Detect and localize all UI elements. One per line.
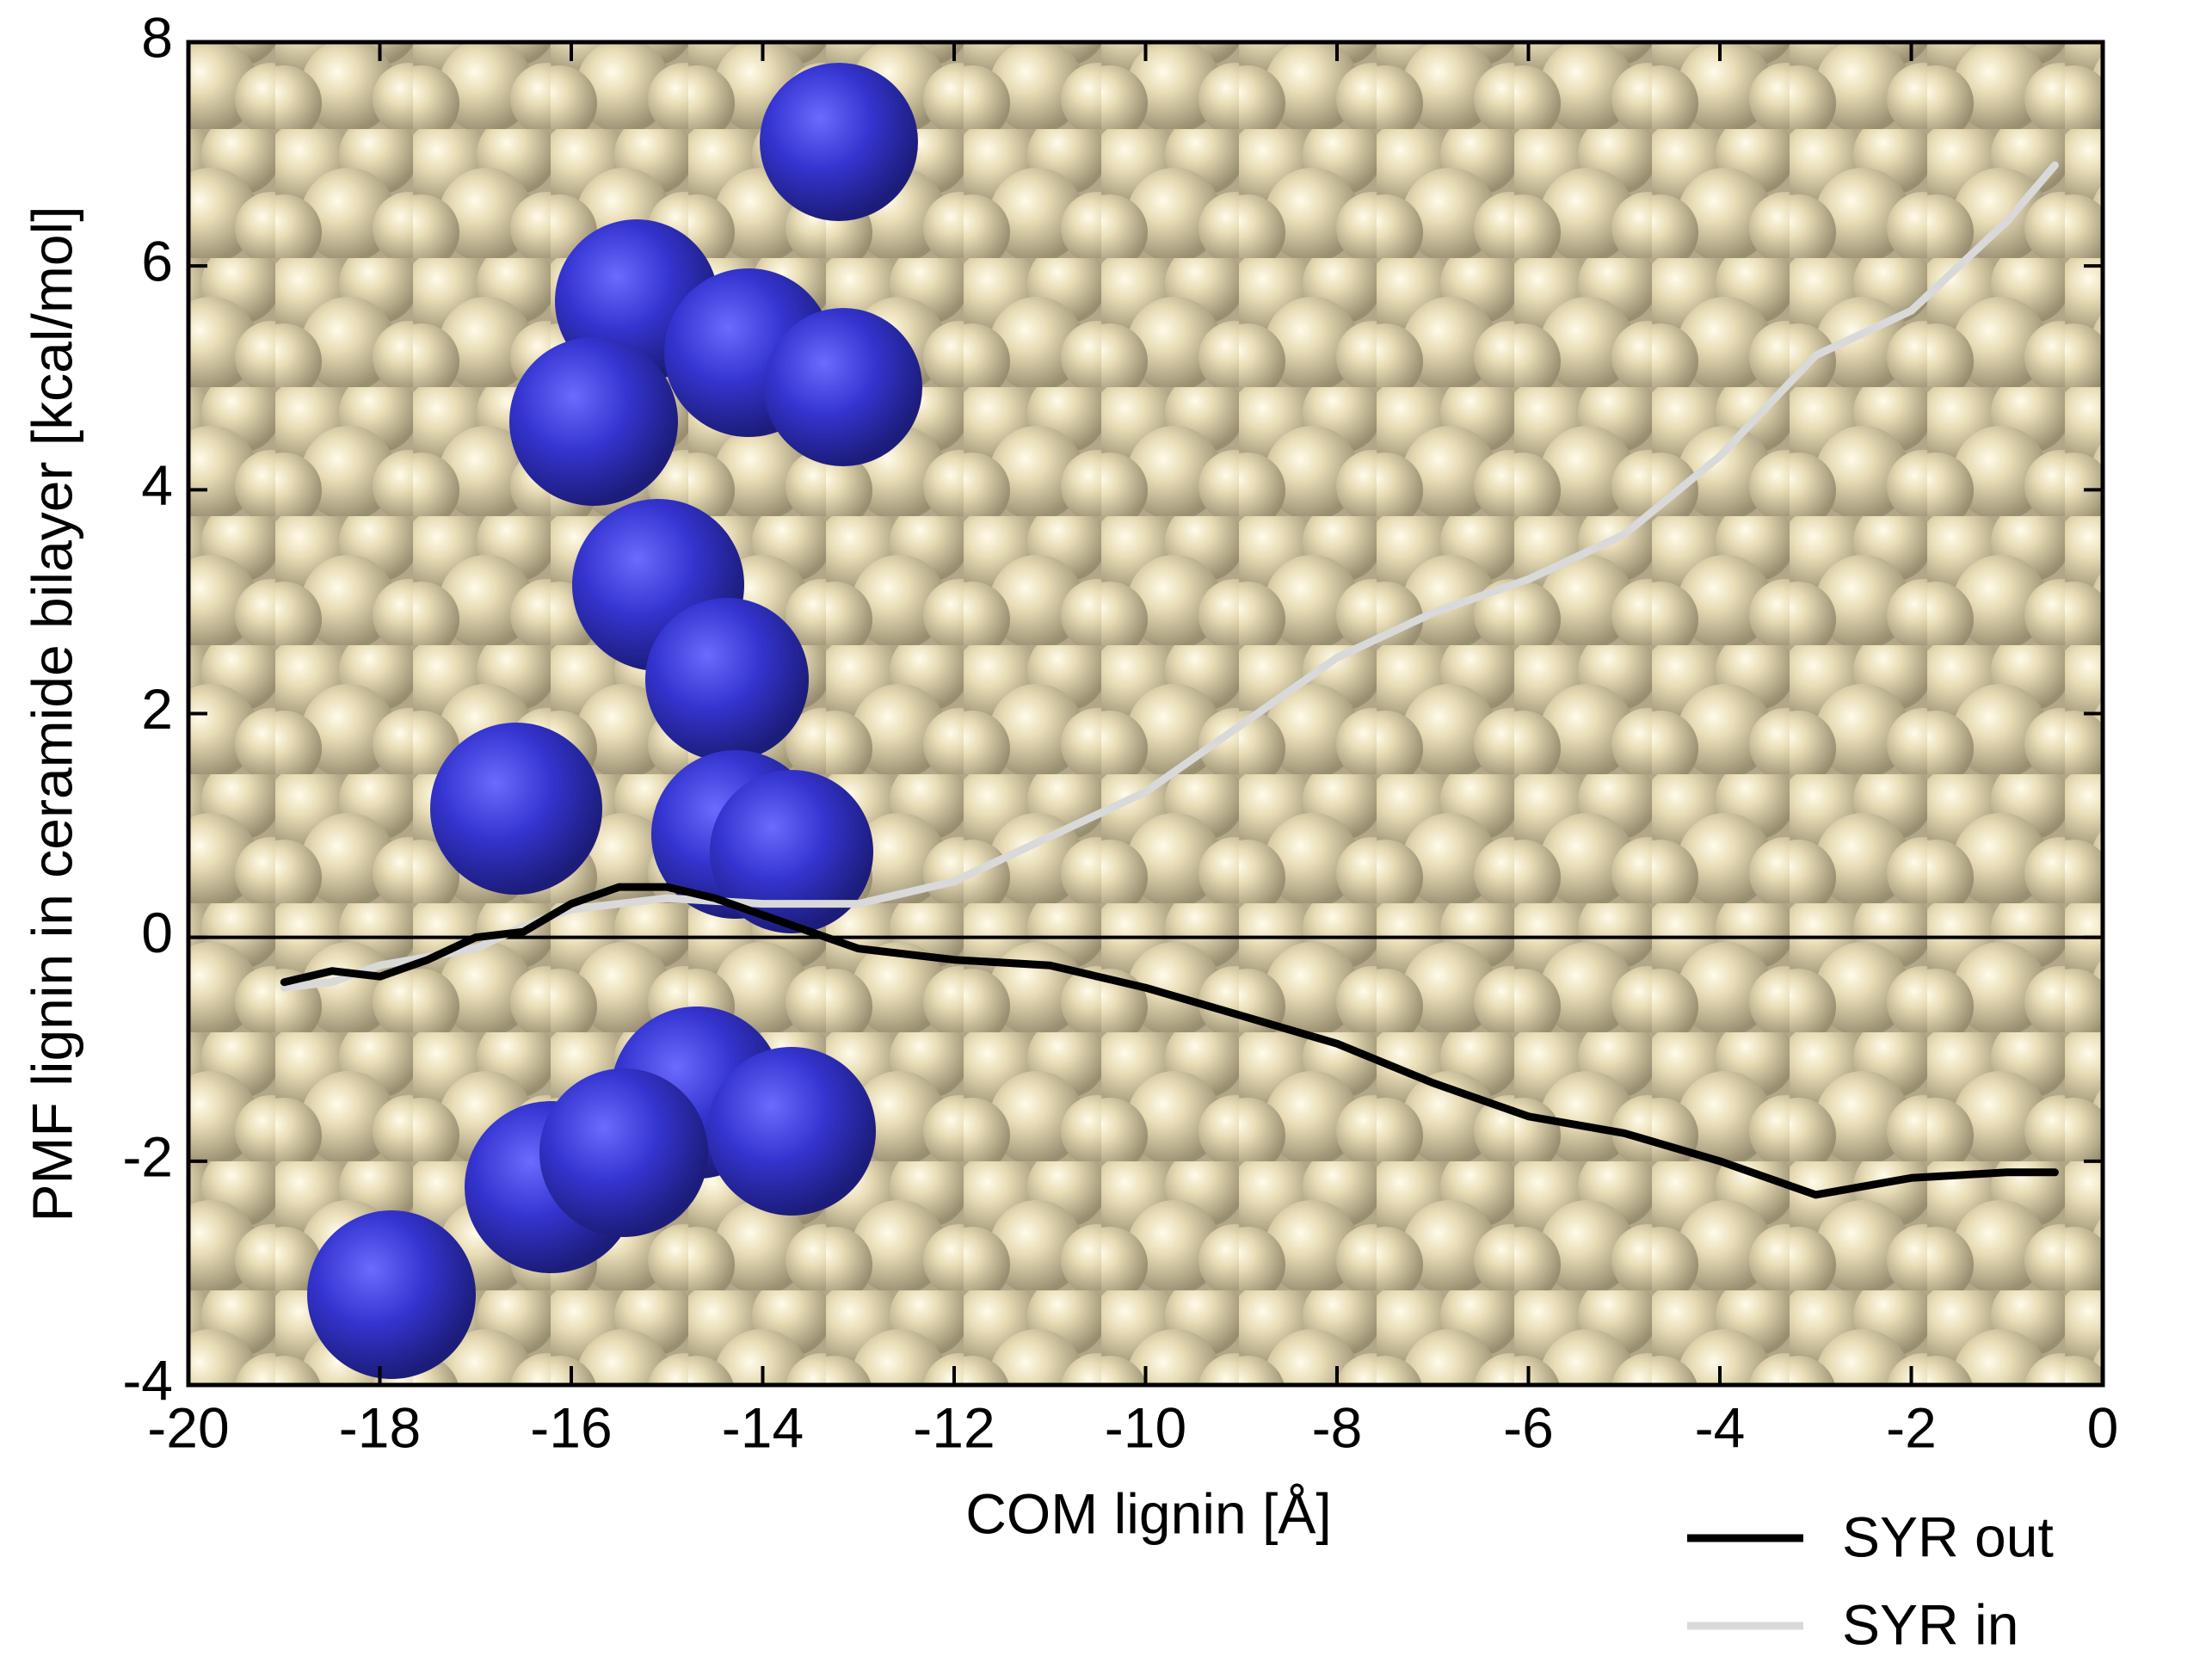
x-axis-label: COM lignin [Å]: [965, 1481, 1331, 1545]
x-tick-label: 0: [2087, 1395, 2119, 1459]
x-tick-label: -14: [722, 1395, 804, 1459]
y-tick-label: 4: [141, 453, 173, 517]
x-tick-label: -16: [530, 1395, 612, 1459]
y-tick-label: 0: [141, 901, 173, 964]
molecular-background: [188, 42, 2103, 1385]
x-tick-label: -12: [913, 1395, 995, 1459]
x-tick-label: -4: [1695, 1395, 1746, 1459]
y-tick-label: 8: [141, 5, 173, 69]
x-tick-label: -6: [1503, 1395, 1554, 1459]
y-axis-label: PMF lignin in ceramide bilayer [kcal/mol…: [20, 206, 83, 1222]
x-tick-label: -8: [1312, 1395, 1363, 1459]
x-tick-label: -2: [1886, 1395, 1937, 1459]
x-tick-label: -10: [1105, 1395, 1186, 1459]
x-tick-label: -18: [339, 1395, 421, 1459]
data-line: [280, 883, 2059, 1199]
legend-label: SYR out: [1842, 1505, 2054, 1568]
y-tick-label: -4: [122, 1348, 173, 1412]
y-tick-label: -2: [122, 1124, 173, 1188]
y-tick-label: 2: [141, 677, 173, 741]
legend-label: SYR in: [1842, 1592, 2018, 1656]
x-tick-label: -20: [147, 1395, 229, 1459]
y-tick-label: 6: [141, 230, 173, 293]
